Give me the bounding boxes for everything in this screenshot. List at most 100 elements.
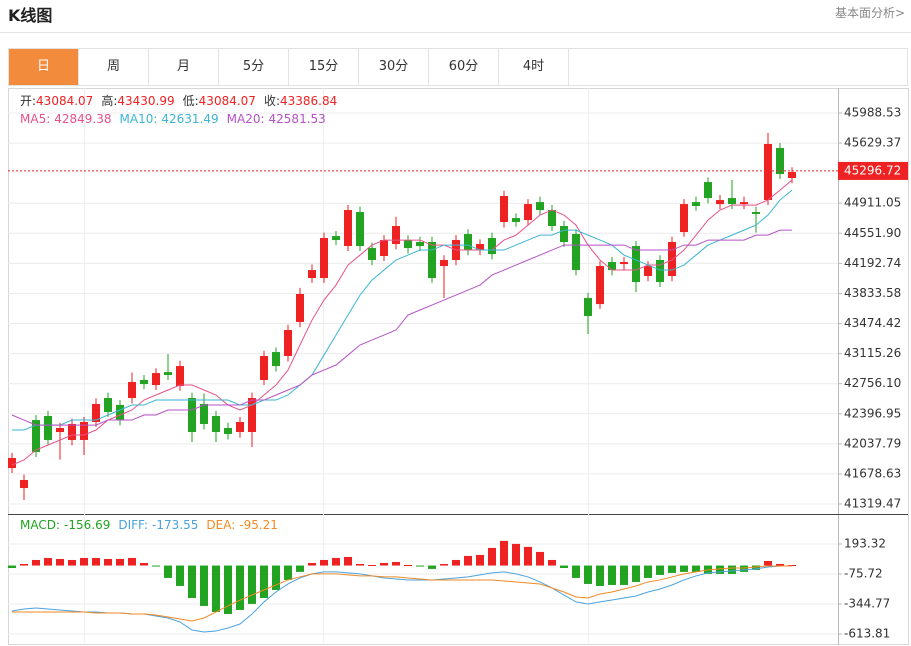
macd-bar: [188, 565, 196, 599]
y-tick-label: 43115.26: [844, 346, 901, 360]
candle-body: [488, 237, 496, 255]
ohlc-label: 高:: [101, 93, 117, 108]
candle-body: [728, 198, 736, 205]
page-title: K线图: [8, 6, 53, 25]
ma-line: [11, 179, 793, 466]
period-tab[interactable]: 月: [149, 49, 219, 85]
candle-body: [236, 421, 244, 433]
last-price-label: 45296.72: [844, 163, 901, 177]
macd-bar: [284, 565, 292, 580]
header-divider: [0, 32, 911, 33]
legend-name: DEA:: [206, 518, 235, 532]
legend-value: 42849.38: [54, 112, 111, 126]
candle-body: [692, 202, 700, 206]
candle-body: [68, 423, 76, 440]
macd-bar: [680, 565, 688, 572]
macd-bar: [236, 565, 244, 610]
y-tick-label: 44551.90: [844, 226, 901, 240]
macd-bar: [704, 565, 712, 574]
macd-bar: [164, 565, 172, 578]
macd-bar: [728, 565, 736, 574]
macd-bar: [404, 564, 412, 566]
candle-body: [584, 298, 592, 317]
period-tab[interactable]: 周: [79, 49, 149, 85]
candle-body: [740, 202, 748, 205]
candle-body: [284, 330, 292, 356]
candle-body: [260, 355, 268, 381]
macd-bar: [608, 565, 616, 585]
candle-body: [224, 427, 232, 435]
candle-body: [188, 398, 196, 433]
ma-line: [12, 189, 793, 431]
macd-bar: [536, 551, 544, 566]
candle-body: [116, 404, 124, 421]
y-tick-label: 42037.79: [844, 436, 901, 450]
period-tab[interactable]: 5分: [219, 49, 289, 85]
y-tick-label: 44911.05: [844, 196, 901, 210]
macd-bar: [668, 565, 676, 573]
legend: MA5: 42849.38 MA10: 42631.49 MA20: 42581.53: [20, 112, 326, 126]
candle-body: [8, 457, 16, 469]
macd-bar: [212, 565, 220, 612]
macd-bar: [116, 558, 124, 566]
macd-bar: [44, 557, 52, 566]
legend-value: -156.69: [64, 518, 110, 532]
y-tick-label: -613.81: [844, 627, 890, 641]
macd-bar: [56, 558, 64, 566]
macd-bar: [368, 564, 376, 566]
macd-bar: [140, 562, 148, 566]
macd-bar: [248, 565, 256, 604]
macd-bar: [596, 565, 604, 586]
y-tick-label: 43833.58: [844, 286, 901, 300]
candle-body: [764, 144, 772, 201]
candle-body: [716, 200, 724, 205]
candle-body: [80, 421, 88, 440]
candle-body: [380, 239, 388, 256]
macd-bar: [476, 554, 484, 566]
macd-bar: [548, 559, 556, 566]
macd-bar: [356, 563, 364, 566]
candle-body: [656, 260, 664, 283]
candle-body: [104, 398, 112, 413]
macd-bar: [428, 565, 436, 569]
candle-body: [392, 226, 400, 245]
candle-body: [536, 202, 544, 211]
candle-body: [200, 403, 208, 424]
candle-body: [20, 480, 28, 489]
period-tab[interactable]: 15分: [289, 49, 359, 85]
macd-bar: [272, 565, 280, 590]
candle-body: [788, 171, 796, 179]
candle-body: [176, 366, 184, 387]
candle-body: [320, 237, 328, 279]
period-tab[interactable]: 60分: [429, 49, 499, 85]
period-tab[interactable]: 日: [9, 49, 79, 85]
fundamental-link[interactable]: 基本面分析>: [834, 6, 905, 20]
candle-body: [752, 212, 760, 215]
candle-body: [620, 262, 628, 265]
y-tick-label: 45629.37: [844, 136, 901, 150]
period-tab[interactable]: 30分: [359, 49, 429, 85]
macd-bar: [308, 562, 316, 566]
ohlc-label: 开:: [20, 94, 36, 108]
macd-bar: [560, 565, 568, 569]
candle-body: [464, 234, 472, 251]
macd-bar: [764, 560, 772, 566]
legend-name: MA5:: [20, 112, 50, 126]
candle-body: [332, 236, 340, 240]
candle-body: [128, 382, 136, 399]
macd-bar: [620, 565, 628, 585]
y-tick-label: 45988.53: [844, 105, 901, 119]
ohlc-value: 43084.07: [199, 94, 256, 108]
candle-body: [548, 210, 556, 227]
y-tick-label: 193.32: [844, 536, 886, 550]
ohlc-value: 43386.84: [280, 94, 337, 108]
macd-bar: [416, 565, 424, 567]
legend: 开:43084.07 高:43430.99 低:43084.07 收:43386.84: [20, 93, 337, 108]
macd-bar: [716, 565, 724, 574]
macd-bar: [20, 563, 28, 566]
macd-bar: [200, 565, 208, 606]
macd-bar: [320, 559, 328, 566]
period-tab[interactable]: 4时: [499, 49, 569, 85]
macd-bar: [176, 565, 184, 586]
candle-body: [524, 204, 532, 221]
